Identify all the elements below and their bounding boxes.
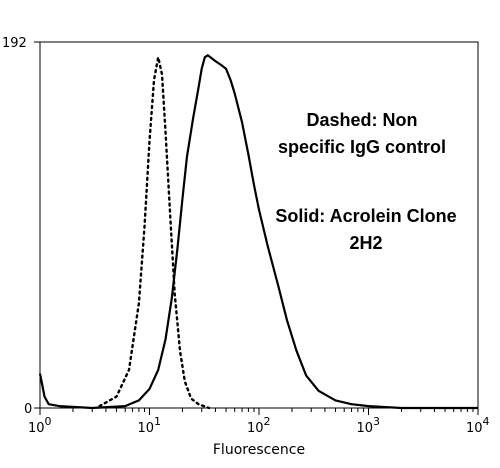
annotation-solid-line2: 2H2 [349, 233, 382, 253]
y-tick-label-min: 0 [24, 402, 32, 417]
annotation-solid: Solid: Acrolein Clone 2H2 [275, 206, 456, 253]
annotation-dashed-line2: specific IgG control [278, 137, 446, 157]
x-tick-label: 102 [247, 415, 271, 436]
series-solid-acrolein-2h2 [38, 54, 478, 410]
x-axis-tick-labels: 100 101 102 103 104 [28, 415, 490, 436]
series-dotted-igg-control [98, 56, 211, 410]
y-tick-label-max: 192 [2, 36, 27, 51]
annotation-dashed: Dashed: Non specific IgG control [278, 110, 446, 157]
x-tick-label: 104 [466, 415, 490, 436]
series-layer [38, 54, 478, 410]
x-axis-ticks [39, 408, 479, 415]
x-axis-title: Fluorescence [213, 442, 305, 458]
x-tick-label: 101 [138, 415, 162, 436]
x-tick-label: 103 [357, 415, 381, 436]
x-tick-label: 100 [28, 415, 52, 436]
annotation-solid-line1: Solid: Acrolein Clone [275, 206, 456, 226]
annotation-dashed-line1: Dashed: Non [306, 110, 417, 130]
